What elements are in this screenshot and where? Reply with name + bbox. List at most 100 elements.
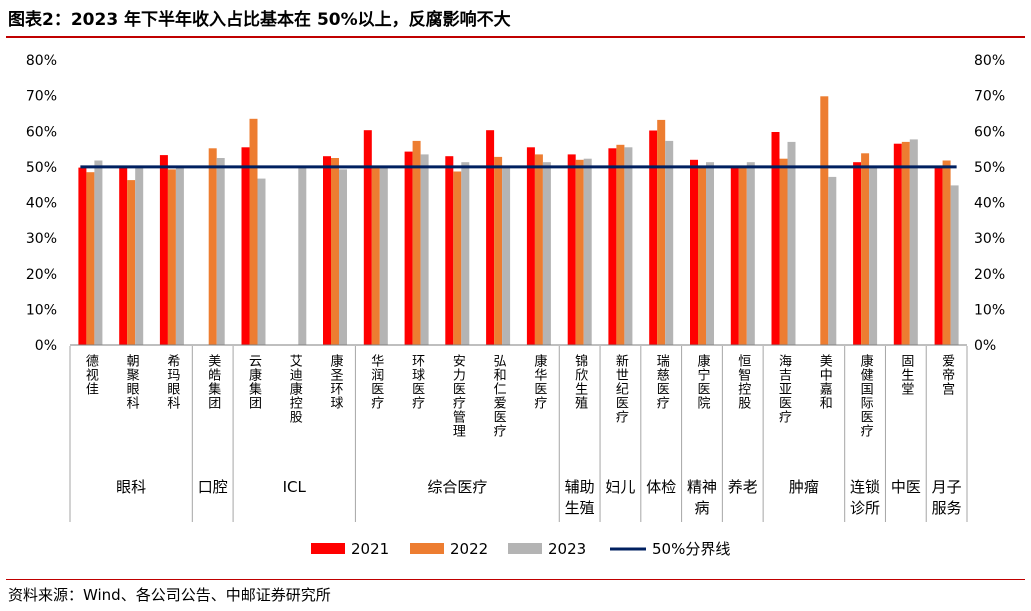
legend-label: 2023 bbox=[548, 540, 586, 558]
x-group-label: 口腔 bbox=[198, 478, 228, 496]
x-group-label: 精神 bbox=[687, 478, 717, 496]
x-category-label: 安力医疗管理 bbox=[450, 354, 466, 438]
x-category-label: 美中嘉和 bbox=[817, 354, 833, 410]
y-tick-label-left: 60% bbox=[26, 124, 57, 140]
x-category-label: 新世纪医疗 bbox=[613, 353, 629, 424]
y-tick-label-left: 50% bbox=[26, 160, 57, 176]
y-tick-label-right: 50% bbox=[974, 160, 1005, 176]
bar-2021 bbox=[119, 166, 128, 345]
figure-title: 图表2：2023 年下半年收入占比基本在 50%以上，反腐影响不大 bbox=[8, 10, 511, 30]
bar-2021 bbox=[771, 132, 780, 345]
x-category-label: 云康集团 bbox=[246, 354, 262, 410]
bar-2023 bbox=[298, 166, 307, 345]
bar-2023 bbox=[665, 140, 674, 345]
x-category-label: 德视佳 bbox=[83, 354, 99, 396]
x-category-label: 固生堂 bbox=[898, 354, 914, 396]
bar-2023 bbox=[950, 185, 959, 345]
x-category-label: 锦欣生殖 bbox=[572, 354, 588, 410]
bar-2023 bbox=[461, 162, 470, 345]
bar-2023 bbox=[787, 141, 796, 345]
bar-2022 bbox=[657, 119, 666, 346]
bar-2023 bbox=[135, 166, 144, 345]
bar-2022 bbox=[861, 153, 870, 345]
bar-2022 bbox=[127, 180, 136, 345]
x-category-label: 恒智控股 bbox=[735, 354, 751, 410]
bar-2023 bbox=[542, 162, 551, 345]
bar-2022 bbox=[901, 141, 910, 345]
bar-chart: 0% 10% 20% 30% 40% 50% 60% 70% 80% 0% 10% 20% 30% 40%… bbox=[26, 53, 1005, 558]
bar-2022 bbox=[208, 148, 217, 345]
legend-label: 2021 bbox=[351, 540, 389, 558]
bar-2022 bbox=[738, 166, 747, 345]
legend-label: 2022 bbox=[450, 540, 488, 558]
x-group-label: 综合医疗 bbox=[427, 478, 487, 496]
bar-2021 bbox=[445, 156, 454, 345]
bar-2021 bbox=[934, 166, 943, 345]
bar-2022 bbox=[575, 159, 584, 346]
x-group-label: 中医 bbox=[891, 478, 921, 496]
legend-label: 50%分界线 bbox=[652, 540, 730, 558]
x-category-label: 爱帝宫 bbox=[939, 354, 955, 396]
x-category-label: 康健国际医疗 bbox=[858, 353, 874, 438]
bar-2023 bbox=[94, 160, 103, 345]
y-tick-label-right: 0% bbox=[974, 338, 996, 354]
x-group-label: 连锁 bbox=[850, 478, 880, 496]
x-group-label: ICL bbox=[283, 478, 307, 496]
y-tick-label-right: 70% bbox=[974, 89, 1005, 105]
bar-2021 bbox=[78, 167, 87, 345]
x-category-label: 朝聚眼科 bbox=[124, 354, 140, 410]
bar-2023 bbox=[869, 166, 878, 345]
bar-2022 bbox=[371, 166, 380, 345]
x-group-label: 服务 bbox=[932, 499, 962, 517]
bar-2021 bbox=[323, 156, 331, 345]
bar-2023 bbox=[583, 158, 592, 345]
x-category-label: 康圣环球 bbox=[328, 353, 344, 410]
bar-2023 bbox=[339, 169, 347, 345]
bar-2023 bbox=[909, 139, 918, 345]
x-category-label: 康华医疗 bbox=[531, 353, 547, 410]
bar-2022 bbox=[820, 96, 829, 345]
y-tick-label-right: 80% bbox=[974, 53, 1005, 69]
title-divider bbox=[6, 36, 1025, 38]
y-tick-label-right: 40% bbox=[974, 196, 1005, 212]
bar-2023 bbox=[379, 166, 388, 345]
y-tick-label-right: 30% bbox=[974, 231, 1005, 247]
x-group-label: 肿瘤 bbox=[789, 478, 819, 496]
bar-2022 bbox=[698, 166, 706, 345]
bar-2022 bbox=[453, 171, 462, 345]
bar-2021 bbox=[730, 166, 739, 345]
y-tick-label-right: 10% bbox=[974, 302, 1005, 318]
bar-2022 bbox=[331, 158, 339, 345]
x-group-label: 辅助 bbox=[565, 478, 595, 496]
bar-2021 bbox=[853, 162, 862, 345]
legend-swatch-2021 bbox=[311, 543, 345, 554]
bar-2022 bbox=[412, 140, 421, 345]
y-tick-label-left: 10% bbox=[26, 302, 57, 318]
bar-2021 bbox=[486, 130, 495, 345]
bar-2022 bbox=[249, 118, 258, 345]
bar-2023 bbox=[175, 166, 184, 345]
x-group-label: 妇儿 bbox=[605, 478, 635, 496]
bar-2021 bbox=[241, 147, 250, 345]
bar-2021 bbox=[893, 143, 902, 345]
bar-2021 bbox=[159, 155, 168, 345]
bar-2023 bbox=[624, 147, 633, 345]
y-tick-label-left: 30% bbox=[26, 231, 57, 247]
x-category-label: 希玛眼科 bbox=[164, 354, 180, 410]
y-tick-label-right: 20% bbox=[974, 267, 1005, 283]
bar-2022 bbox=[779, 158, 788, 345]
bar-2021 bbox=[526, 147, 535, 345]
x-category-label: 海吉亚医疗 bbox=[776, 354, 792, 424]
bar-2022 bbox=[616, 144, 625, 345]
bar-2022 bbox=[534, 154, 543, 345]
x-group-label: 眼科 bbox=[116, 478, 146, 496]
bar-2021 bbox=[608, 148, 617, 345]
x-group-label: 诊所 bbox=[850, 499, 880, 517]
x-group-label: 体检 bbox=[646, 478, 676, 496]
source-divider bbox=[6, 579, 1025, 580]
bar-2022 bbox=[494, 156, 503, 345]
bar-2021 bbox=[690, 159, 698, 346]
y-tick-label-right: 60% bbox=[974, 124, 1005, 140]
y-tick-label-left: 80% bbox=[26, 53, 57, 69]
x-category-label: 环球医疗 bbox=[409, 354, 425, 410]
